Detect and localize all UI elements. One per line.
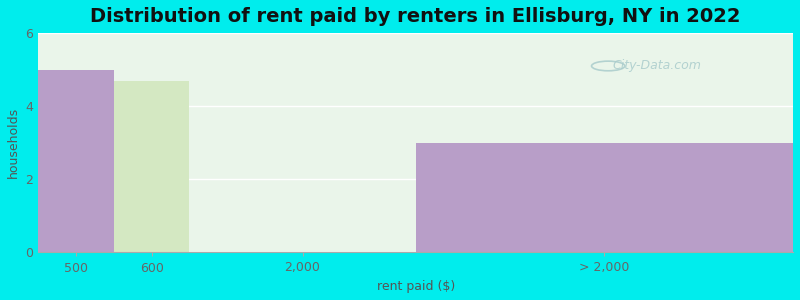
Bar [114,81,190,253]
Text: City-Data.com: City-Data.com [613,59,702,73]
Bar [38,70,114,253]
Title: Distribution of rent paid by renters in Ellisburg, NY in 2022: Distribution of rent paid by renters in … [90,7,741,26]
Y-axis label: households: households [7,107,20,178]
X-axis label: rent paid ($): rent paid ($) [377,280,455,293]
Bar [416,143,793,253]
